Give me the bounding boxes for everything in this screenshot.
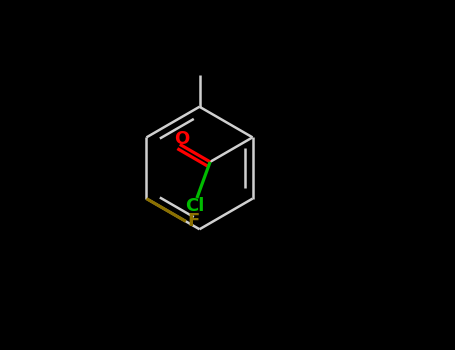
Text: F: F bbox=[187, 212, 200, 230]
Text: O: O bbox=[174, 130, 189, 148]
Text: Cl: Cl bbox=[186, 197, 205, 215]
